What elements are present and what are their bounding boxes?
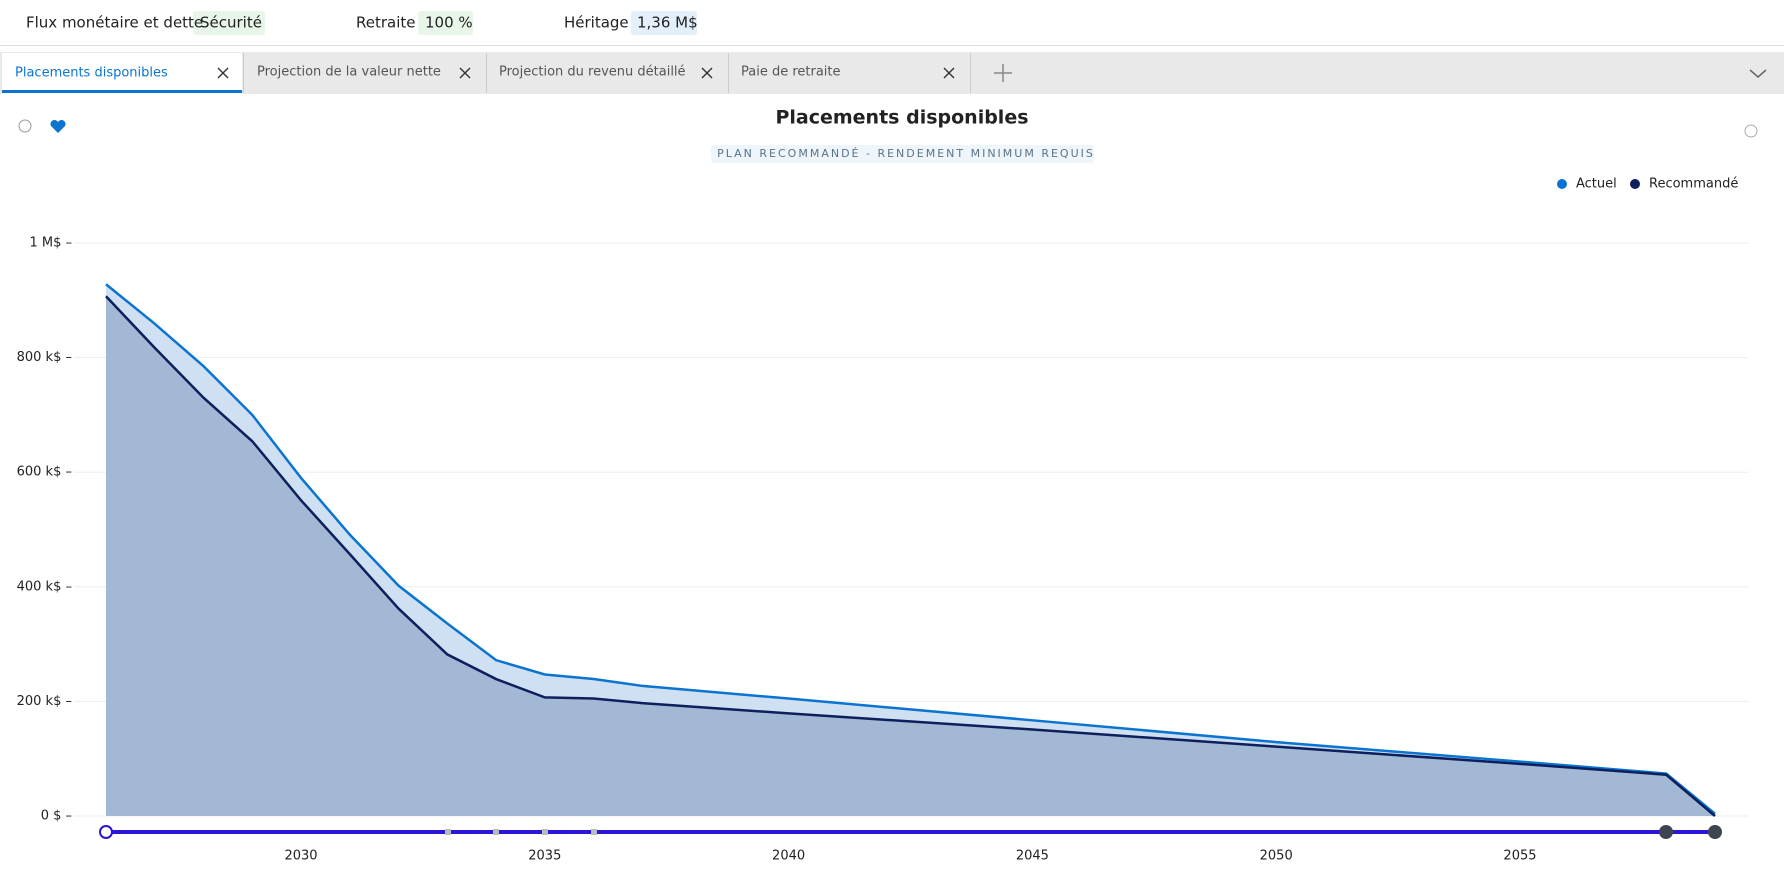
legend-marker (1630, 179, 1640, 189)
tabs-menu[interactable] (1749, 69, 1767, 78)
tab-label[interactable]: Projection du revenu détaillé (499, 65, 686, 80)
x-tick-label: 2055 (1503, 849, 1536, 864)
header-value: Sécurité (200, 14, 262, 32)
y-tick-label: 0 $ – (41, 809, 72, 824)
top-bar (0, 0, 1784, 45)
y-tick-label: 400 k$ – (17, 579, 72, 594)
chart-subtitle: PLAN RECOMMANDÉ - RENDEMENT MINIMUM REQU… (717, 147, 1095, 160)
legend-marker (1557, 179, 1567, 189)
legend-label: Recommandé (1649, 177, 1738, 192)
header-value: 1,36 M$ (637, 14, 698, 32)
x-tick-label: 2040 (772, 849, 805, 864)
tab-bar (0, 52, 1784, 94)
badge (418, 11, 473, 35)
legend-label: Actuel (1576, 177, 1617, 192)
settings-icon[interactable] (1744, 124, 1758, 138)
x-tick-label: 2050 (1260, 849, 1293, 864)
tab-label[interactable]: Paie de retraite (741, 65, 841, 80)
y-tick-label: 600 k$ – (17, 465, 72, 480)
add-tab[interactable] (994, 64, 1012, 82)
tab-label[interactable]: Projection de la valeur nette emp (257, 65, 474, 80)
y-tick-label: 800 k$ – (17, 350, 72, 365)
x-tick-label: 2035 (528, 849, 561, 864)
tab-indicator (2, 90, 242, 93)
favorite-icon[interactable] (50, 119, 66, 133)
badge (193, 11, 265, 35)
tab-close-icons[interactable] (217, 67, 955, 79)
tab-label[interactable]: Placements disponibles (15, 66, 168, 81)
line (105, 283, 1716, 815)
header-label: Retraite (356, 14, 416, 32)
x-tick-label: 2045 (1016, 849, 1049, 864)
slider-handle[interactable] (1708, 825, 1722, 839)
slider-ticks (445, 829, 597, 835)
y-tick-label: 1 M$ – (29, 236, 72, 251)
slider-handle[interactable] (99, 825, 113, 839)
zoom-icon[interactable] (18, 119, 32, 133)
header-label: Héritage (564, 14, 629, 32)
x-tick-label: 2030 (284, 849, 317, 864)
header-label: Flux monétaire et dette (26, 14, 203, 32)
tab-active[interactable] (2, 53, 242, 94)
chart-title: Placements disponibles (775, 107, 1028, 129)
slider-handle[interactable] (1659, 825, 1673, 839)
line (105, 295, 1716, 817)
header-value: 100 % (425, 14, 473, 32)
badge (631, 11, 697, 35)
y-tick-label: 200 k$ – (17, 694, 72, 709)
subtitle-bg (711, 145, 1094, 163)
area (106, 296, 1715, 816)
